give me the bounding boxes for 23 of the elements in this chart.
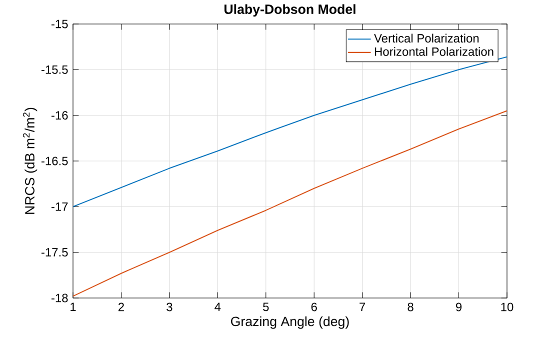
y-tick-label: -17 (51, 202, 68, 211)
y-axis-title: NRCS (dB m$^{2}$/m$^{2}$) (23, 108, 38, 214)
x-tick-label: 7 (360, 302, 366, 311)
y-tick-label: -18 (51, 294, 68, 302)
x-tick-label: 3 (166, 302, 172, 312)
y-tick-label: -16.5 (41, 156, 68, 166)
legend-label: Vertical Polarization (374, 34, 479, 43)
x-axis-title: Grazing Angle (deg) (231, 316, 349, 329)
x-tick-label: 5 (263, 302, 269, 312)
line-series (73, 110, 507, 297)
x-tick-label: 4 (214, 302, 221, 311)
y-tick-label: -15.5 (41, 65, 68, 74)
x-tick-label: 8 (408, 302, 414, 312)
x-tick-label: 9 (456, 302, 462, 312)
chart-title: Ulaby-Dobson Model (224, 4, 356, 17)
x-tick-label: 2 (118, 302, 124, 312)
y-tick-label: -17.5 (41, 248, 68, 257)
y-tick-label: -15 (51, 20, 68, 28)
x-tick-label: 10 (501, 302, 514, 312)
x-tick-label: 1 (70, 302, 76, 311)
x-tick-label: 6 (311, 302, 317, 312)
legend-label: Horizontal Polarization (374, 47, 494, 56)
y-tick-label: -16 (51, 111, 68, 120)
